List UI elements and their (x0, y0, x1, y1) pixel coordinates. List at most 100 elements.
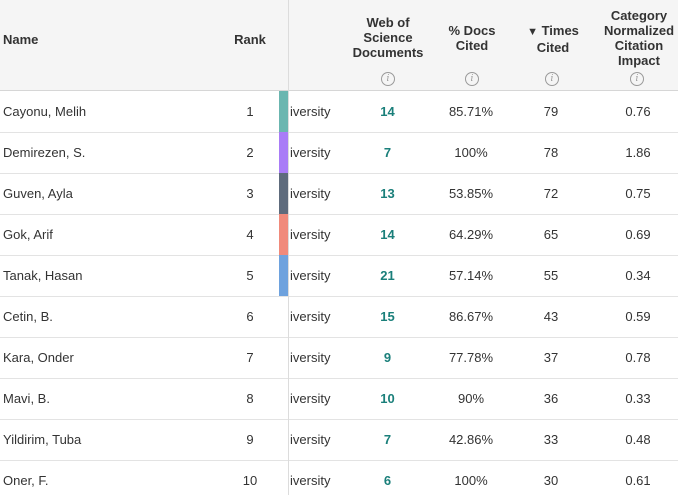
wos-documents-link[interactable]: 9 (383, 350, 392, 365)
pct-docs-cited: 77.78% (448, 350, 494, 365)
times-cited: 72 (543, 186, 559, 201)
times-cited: 43 (543, 309, 559, 324)
header-line: ▼ Times (520, 23, 586, 40)
info-icon[interactable]: i (630, 72, 644, 86)
column-divider (288, 0, 289, 495)
column-header-wos-documents[interactable]: Web of Science Documents (350, 15, 426, 60)
header-line: Web of (366, 15, 410, 30)
rank-value: 8 (246, 391, 254, 406)
table-row[interactable]: Oner, F. 10 iversity 6 100% 30 0.61 (0, 460, 678, 501)
series-color-swatch (279, 132, 288, 173)
organization-name: iversity (290, 104, 331, 119)
rank-value: 10 (242, 473, 258, 488)
column-header-times-cited[interactable]: ▼ Times Cited (520, 23, 586, 55)
times-cited: 37 (543, 350, 559, 365)
header-text: Times (541, 23, 579, 38)
pct-docs-cited: 100% (454, 145, 488, 160)
author-name[interactable]: Gok, Arif (3, 227, 53, 242)
rank-value: 4 (246, 227, 254, 242)
pct-docs-cited: 64.29% (448, 227, 494, 242)
author-name[interactable]: Demirezen, S. (3, 145, 86, 160)
times-cited: 79 (543, 104, 559, 119)
series-color-swatch (279, 91, 288, 132)
times-cited: 78 (543, 145, 559, 160)
info-icon[interactable]: i (381, 72, 395, 86)
rank-value: 9 (246, 432, 254, 447)
rank-value: 5 (246, 268, 254, 283)
rank-value: 1 (246, 104, 254, 119)
table-row[interactable]: Gok, Arif 4 iversity 14 64.29% 65 0.69 (0, 214, 678, 256)
column-header-cnci[interactable]: Category Normalized Citation Impact (600, 8, 678, 68)
header-line: Citation (614, 38, 664, 53)
series-color-swatch (279, 173, 288, 214)
author-name[interactable]: Yildirim, Tuba (3, 432, 82, 447)
wos-documents-link[interactable]: 6 (383, 473, 392, 488)
wos-documents-link[interactable]: 14 (380, 227, 395, 242)
header-line: Normalized (603, 23, 675, 38)
author-name[interactable]: Cayonu, Melih (3, 104, 87, 119)
wos-documents-link[interactable]: 10 (380, 391, 395, 406)
times-cited: 33 (543, 432, 559, 447)
rank-value: 3 (246, 186, 254, 201)
wos-documents-link[interactable]: 14 (380, 104, 395, 119)
wos-documents-link[interactable]: 7 (383, 432, 392, 447)
times-cited: 30 (543, 473, 559, 488)
cnci-value: 0.59 (625, 309, 651, 324)
table-row[interactable]: Cayonu, Melih 1 iversity 14 85.71% 79 0.… (0, 91, 678, 133)
pct-docs-cited: 42.86% (448, 432, 494, 447)
info-icon[interactable]: i (465, 72, 479, 86)
wos-documents-link[interactable]: 7 (383, 145, 392, 160)
organization-name: iversity (290, 145, 331, 160)
cnci-value: 0.48 (625, 432, 651, 447)
wos-documents-link[interactable]: 21 (380, 268, 395, 283)
table-row[interactable]: Kara, Onder 7 iversity 9 77.78% 37 0.78 (0, 337, 678, 379)
rank-value: 2 (246, 145, 254, 160)
header-line: Documents (352, 45, 424, 60)
organization-name: iversity (290, 473, 331, 488)
author-name[interactable]: Mavi, B. (3, 391, 50, 406)
organization-name: iversity (290, 432, 331, 447)
table-row[interactable]: Demirezen, S. 2 iversity 7 100% 78 1.86 (0, 132, 678, 174)
author-name[interactable]: Kara, Onder (3, 350, 74, 365)
organization-name: iversity (290, 391, 331, 406)
organization-name: iversity (290, 227, 331, 242)
header-line: Cited (536, 40, 570, 55)
times-cited: 65 (543, 227, 559, 242)
header-line: Cited (455, 38, 489, 53)
column-header-rank[interactable]: Rank (234, 32, 266, 47)
cnci-value: 0.34 (625, 268, 651, 283)
author-name[interactable]: Cetin, B. (3, 309, 53, 324)
cnci-value: 1.86 (625, 145, 651, 160)
pct-docs-cited: 90% (457, 391, 485, 406)
column-header-pct-docs-cited[interactable]: % Docs Cited (436, 23, 508, 53)
info-icon[interactable]: i (545, 72, 559, 86)
series-color-swatch (279, 214, 288, 255)
header-line: Impact (618, 53, 660, 68)
rank-value: 6 (246, 309, 254, 324)
table-row[interactable]: Mavi, B. 8 iversity 10 90% 36 0.33 (0, 378, 678, 420)
column-header-name[interactable]: Name (3, 32, 39, 47)
header-line: Science (363, 30, 413, 45)
organization-name: iversity (290, 309, 331, 324)
cnci-value: 0.61 (625, 473, 651, 488)
organization-name: iversity (290, 186, 331, 201)
pct-docs-cited: 85.71% (448, 104, 494, 119)
pct-docs-cited: 86.67% (448, 309, 494, 324)
times-cited: 55 (543, 268, 559, 283)
wos-documents-link[interactable]: 15 (380, 309, 395, 324)
table-row[interactable]: Guven, Ayla 3 iversity 13 53.85% 72 0.75 (0, 173, 678, 215)
table-row[interactable]: Tanak, Hasan 5 iversity 21 57.14% 55 0.3… (0, 255, 678, 297)
author-name[interactable]: Guven, Ayla (3, 186, 73, 201)
table-row[interactable]: Cetin, B. 6 iversity 15 86.67% 43 0.59 (0, 296, 678, 338)
wos-documents-link[interactable]: 13 (380, 186, 395, 201)
organization-name: iversity (290, 268, 331, 283)
author-name[interactable]: Oner, F. (3, 473, 49, 488)
organization-name: iversity (290, 350, 331, 365)
series-color-swatch (279, 255, 288, 296)
cnci-value: 0.76 (625, 104, 651, 119)
cnci-value: 0.33 (625, 391, 651, 406)
author-name[interactable]: Tanak, Hasan (3, 268, 83, 283)
pct-docs-cited: 100% (454, 473, 488, 488)
table-row[interactable]: Yildirim, Tuba 9 iversity 7 42.86% 33 0.… (0, 419, 678, 461)
rank-value: 7 (246, 350, 254, 365)
